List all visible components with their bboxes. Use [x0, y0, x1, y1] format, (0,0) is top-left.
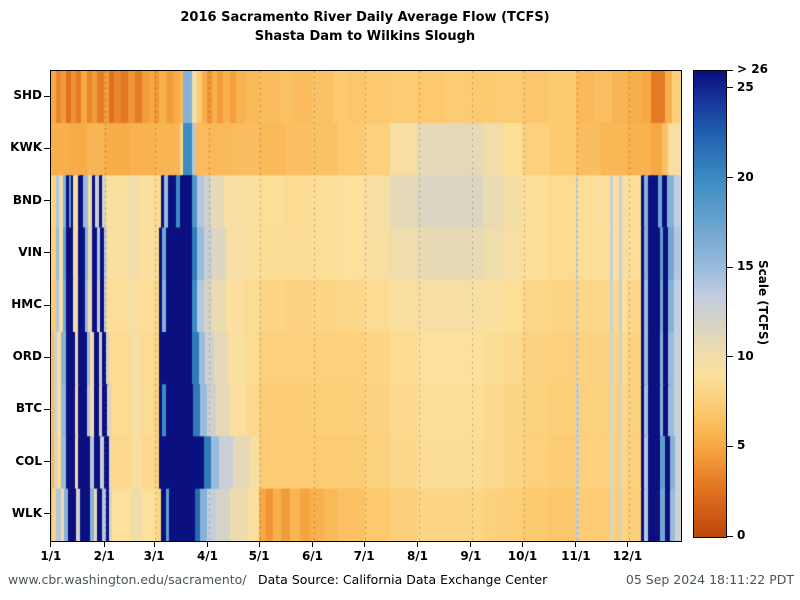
colorbar-tick [727, 177, 733, 179]
x-axis-month-label: 8/1 [406, 549, 429, 563]
footer-website-link[interactable]: www.cbr.washington.edu/sacramento/ [8, 572, 247, 587]
chart-subtitle: Shasta Dam to Wilkins Slough [254, 29, 476, 44]
x-axis-month-label: 6/1 [301, 549, 324, 563]
x-axis-tick [312, 541, 313, 547]
heatmap-plot [50, 70, 682, 542]
x-axis-tick [575, 541, 577, 547]
y-axis-tick [44, 304, 50, 306]
colorbar-tick [727, 69, 733, 71]
x-axis-month-label: 5/1 [248, 549, 270, 563]
y-axis-station-label: VIN [18, 244, 42, 259]
colorbar-tick-label: 15 [737, 259, 754, 274]
colorbar-tick-label: > 26 [737, 62, 768, 76]
colorbar-tick [727, 266, 733, 268]
y-axis-station-label: BTC [15, 401, 42, 416]
y-axis-tick [44, 252, 50, 254]
y-axis-tick [44, 200, 50, 202]
colorbar-tick-label: 20 [737, 169, 754, 184]
colorbar-gradient [693, 70, 727, 538]
x-axis-tick [627, 541, 628, 547]
x-axis-month-label: 2/1 [93, 549, 115, 563]
colorbar-tick-label: 0 [737, 528, 746, 542]
colorbar-tick-label: 25 [737, 79, 754, 94]
x-axis-tick [363, 541, 365, 547]
x-axis-tick [522, 541, 523, 547]
x-axis-tick [207, 541, 208, 547]
x-axis-tick [50, 541, 52, 547]
y-axis-tick [44, 95, 50, 97]
x-axis-month-label: 9/1 [460, 549, 482, 563]
x-axis-month-label: 12/1 [612, 549, 643, 563]
y-axis-tick [44, 461, 50, 463]
y-axis-station-label: SHD [13, 88, 42, 103]
colorbar-tick-label: 5 [737, 438, 746, 453]
x-axis-tick [258, 541, 260, 547]
colorbar-tick [727, 356, 733, 358]
x-axis-tick [153, 541, 155, 547]
x-axis-month-label: 11/1 [561, 549, 591, 563]
y-axis-station-label: WLK [11, 505, 42, 520]
x-axis-month-label: 3/1 [143, 549, 165, 563]
footer-timestamp: 05 Sep 2024 18:11:22 PDT [625, 572, 794, 587]
x-axis-tick [470, 541, 472, 547]
colorbar-axis-title: Scale (TCFS) [756, 260, 770, 346]
y-axis-station-label: HMC [11, 297, 42, 311]
x-axis-month-label: 1/1 [40, 549, 62, 563]
y-axis-tick [44, 408, 50, 410]
x-axis-tick [103, 541, 105, 547]
y-axis-station-label: ORD [12, 349, 42, 364]
y-axis-station-label: COL [15, 453, 42, 468]
x-axis-month-label: 7/1 [353, 549, 375, 563]
x-axis-month-label: 10/1 [507, 549, 538, 563]
y-axis-station-label: KWK [10, 140, 42, 155]
x-axis-tick [417, 541, 418, 547]
colorbar-tick [727, 445, 733, 447]
x-axis-month-label: 4/1 [196, 549, 219, 563]
colorbar-tick [727, 535, 733, 537]
colorbar-tick [727, 87, 733, 89]
y-axis-tick [44, 356, 50, 358]
y-axis-tick [44, 513, 50, 515]
y-axis-tick [44, 147, 50, 149]
footer-data-source: Data Source: California Data Exchange Ce… [258, 572, 548, 587]
colorbar-tick-label: 10 [737, 348, 754, 363]
chart-title: 2016 Sacramento River Daily Average Flow… [180, 10, 550, 25]
y-axis-station-label: BND [12, 192, 42, 207]
